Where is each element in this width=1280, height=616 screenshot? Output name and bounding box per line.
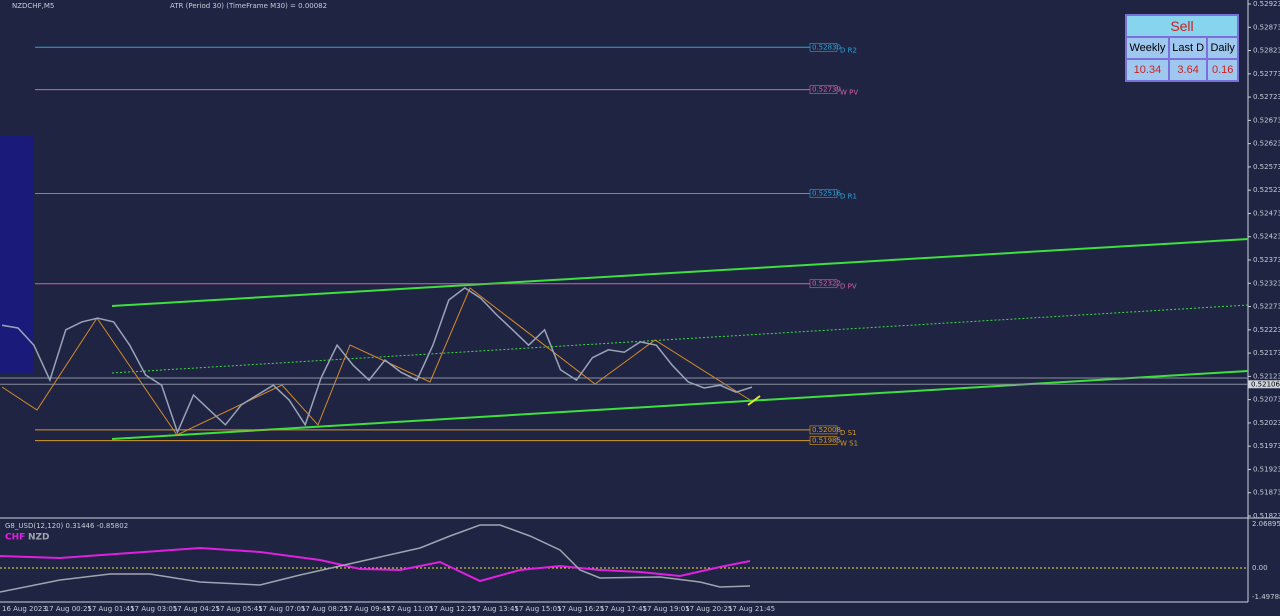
time-label: 17 Aug 04:25 <box>173 605 220 613</box>
time-label: 17 Aug 05:45 <box>216 605 263 613</box>
price-tick: 0.52123 <box>1253 372 1280 380</box>
level-box <box>809 42 838 52</box>
time-label: 17 Aug 19:05 <box>643 605 690 613</box>
price-tick: 0.52223 <box>1253 326 1280 334</box>
price-tick: 0.52773 <box>1253 70 1280 78</box>
atr-label: ATR (Period 30) (TimeFrame M30) = 0.0008… <box>170 2 327 10</box>
price-tick: 0.52623 <box>1253 140 1280 148</box>
price-tick: 0.52273 <box>1253 303 1280 311</box>
time-label: 17 Aug 20:25 <box>685 605 732 613</box>
price-tick: 0.52423 <box>1253 233 1280 241</box>
price-tick: 0.51823 <box>1253 512 1280 520</box>
channel-mid <box>111 304 1249 374</box>
time-label: 17 Aug 09:45 <box>344 605 391 613</box>
price-tick: 0.52373 <box>1253 256 1280 264</box>
level-box <box>809 425 838 435</box>
time-label: 17 Aug 07:05 <box>258 605 305 613</box>
time-label: 17 Aug 01:45 <box>87 605 134 613</box>
signal-check <box>747 395 761 406</box>
sub-tick: 0.00 <box>1252 564 1268 572</box>
cell: 3.64 <box>1167 58 1209 82</box>
price-tick: 0.52323 <box>1253 279 1280 287</box>
level-price: 0.52830 <box>812 43 841 51</box>
price-tick: 0.51973 <box>1253 442 1280 450</box>
price-tick: 0.52173 <box>1253 349 1280 357</box>
level-price: 0.52516 <box>812 189 841 197</box>
current-box <box>1248 380 1280 389</box>
level-name: D PV <box>840 283 857 291</box>
legend-nzd: NZD <box>28 533 50 543</box>
symbol: NZDCHF,M5 <box>12 2 54 10</box>
signal-table: Sell Weekly Last D Daily 10.34 3.64 0.16 <box>1125 14 1239 82</box>
time-label: 17 Aug 17:45 <box>600 605 647 613</box>
nzd-line <box>0 524 751 593</box>
price-tick: 0.52923 <box>1253 0 1280 8</box>
cell: 10.34 <box>1125 58 1170 82</box>
level-price: 0.52008 <box>812 426 841 434</box>
level-box <box>809 189 838 198</box>
price-tick: 0.52073 <box>1253 396 1280 404</box>
level-price: 0.52322 <box>812 280 841 288</box>
level-price: 0.51985 <box>812 437 841 445</box>
sub-label: G8_USD(12,120) 0.31446 -0.85802 <box>5 522 128 530</box>
price-tick: 0.52523 <box>1253 186 1280 194</box>
price-tick: 0.52873 <box>1253 23 1280 31</box>
time-label: 17 Aug 16:25 <box>557 605 604 613</box>
time-label: 17 Aug 00:25 <box>45 605 92 613</box>
level-name: D S1 <box>840 429 857 437</box>
legend-chf: CHF <box>5 533 25 543</box>
time-label: 17 Aug 15:05 <box>514 605 561 613</box>
col-header: Last D <box>1167 36 1209 60</box>
level-box <box>809 85 838 94</box>
sub-tick: -1.49788 <box>1252 593 1280 601</box>
level-name: W S1 <box>840 440 858 448</box>
range-box <box>0 136 34 374</box>
time-label: 17 Aug 08:25 <box>301 605 348 613</box>
level-name: D R2 <box>840 46 857 54</box>
zigzag <box>1 287 751 436</box>
channel-top <box>111 238 1249 307</box>
time-label: 17 Aug 03:05 <box>130 605 177 613</box>
col-header: Daily <box>1206 36 1239 60</box>
price-tick: 0.52023 <box>1253 419 1280 427</box>
level-box <box>809 279 838 289</box>
signal: Sell <box>1125 14 1239 38</box>
time-label: 17 Aug 12:25 <box>429 605 476 613</box>
level-name: D R1 <box>840 192 857 200</box>
sub-tick: 2.06895 <box>1252 520 1280 528</box>
price-tick: 0.52673 <box>1253 116 1280 124</box>
price-tick: 0.52573 <box>1253 163 1280 171</box>
time-label: 17 Aug 21:45 <box>728 605 775 613</box>
price-tick: 0.51923 <box>1253 465 1280 473</box>
time-label: 16 Aug 2023 <box>2 605 47 613</box>
price-line <box>1 286 753 435</box>
time-label: 17 Aug 11:05 <box>386 605 433 613</box>
cell: 0.16 <box>1206 58 1239 82</box>
current-price: 0.52106 <box>1251 380 1280 388</box>
time-label: 17 Aug 13:45 <box>472 605 519 613</box>
level-name: W PV <box>840 89 858 97</box>
price-tick: 0.52723 <box>1253 93 1280 101</box>
channel-bottom <box>111 370 1249 440</box>
col-header: Weekly <box>1125 36 1170 60</box>
level-price: 0.52739 <box>812 86 841 94</box>
price-tick: 0.52823 <box>1253 47 1280 55</box>
level-box <box>809 436 838 445</box>
chf-line <box>0 546 751 583</box>
price-tick: 0.51873 <box>1253 489 1280 497</box>
price-tick: 0.52473 <box>1253 209 1280 217</box>
